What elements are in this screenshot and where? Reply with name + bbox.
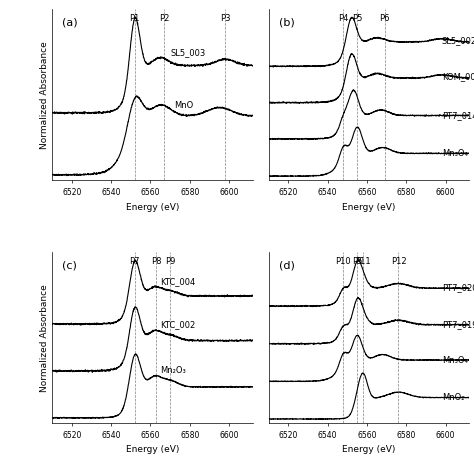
Text: PT7_014: PT7_014 <box>442 111 474 120</box>
Text: MnO: MnO <box>174 101 193 110</box>
Text: P4: P4 <box>338 14 348 23</box>
X-axis label: Energy (eV): Energy (eV) <box>126 445 179 454</box>
Text: P6: P6 <box>380 14 390 23</box>
Text: P3: P3 <box>220 14 230 23</box>
Text: SL5_002: SL5_002 <box>442 36 474 45</box>
Text: KTC_004: KTC_004 <box>160 277 195 286</box>
Text: P5: P5 <box>352 257 363 266</box>
Text: Mn₃O₄: Mn₃O₄ <box>442 356 468 365</box>
Text: P9: P9 <box>165 257 175 266</box>
X-axis label: Energy (eV): Energy (eV) <box>342 202 396 212</box>
Text: P2: P2 <box>159 14 169 23</box>
Text: (c): (c) <box>62 261 77 271</box>
Text: P11: P11 <box>356 257 371 266</box>
Text: P8: P8 <box>151 257 162 266</box>
Text: P10: P10 <box>336 257 351 266</box>
Text: KTC_002: KTC_002 <box>160 320 195 329</box>
Text: P7: P7 <box>129 257 140 266</box>
Y-axis label: Normalized Absorbance: Normalized Absorbance <box>40 41 49 149</box>
Text: (a): (a) <box>62 18 78 28</box>
Text: P5: P5 <box>352 14 363 23</box>
Text: (d): (d) <box>279 261 295 271</box>
X-axis label: Energy (eV): Energy (eV) <box>342 445 396 454</box>
Y-axis label: Normalized Absorbance: Normalized Absorbance <box>40 284 49 392</box>
Text: (b): (b) <box>279 18 294 28</box>
Text: Mn₂O₃: Mn₂O₃ <box>160 366 186 375</box>
Text: PT7_019: PT7_019 <box>442 320 474 329</box>
Text: Mn₃O₄: Mn₃O₄ <box>442 149 468 158</box>
X-axis label: Energy (eV): Energy (eV) <box>126 202 179 212</box>
Text: KOM_001: KOM_001 <box>442 72 474 81</box>
Text: MnO₂: MnO₂ <box>442 393 464 402</box>
Text: P12: P12 <box>391 257 406 266</box>
Text: P1: P1 <box>129 14 140 23</box>
Text: SL5_003: SL5_003 <box>170 48 205 58</box>
Text: PT7_020: PT7_020 <box>442 284 474 292</box>
